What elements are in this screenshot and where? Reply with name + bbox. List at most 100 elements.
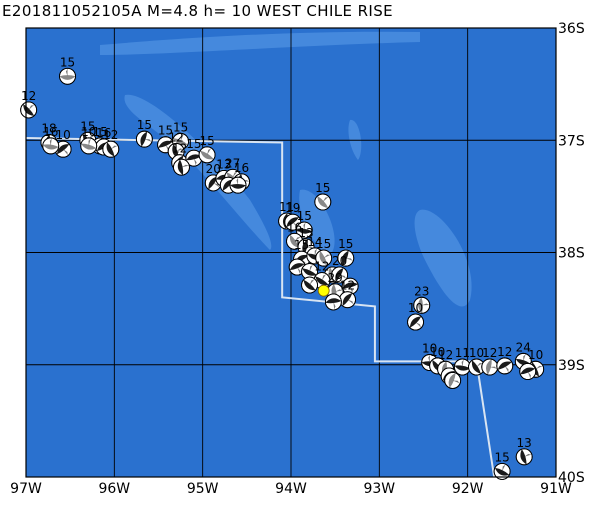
beachball-rim <box>519 363 537 380</box>
beachball-shading <box>65 68 68 77</box>
beachball-compressional-quadrant <box>296 228 313 234</box>
beachball-compressional-quadrant <box>520 449 527 465</box>
beachball-rim <box>295 221 313 239</box>
beachball-shading <box>144 139 152 142</box>
depth-label: 13 <box>298 226 313 240</box>
beachball-shading <box>527 371 531 379</box>
beachball-rim <box>173 158 190 176</box>
beachball-shading <box>350 286 353 294</box>
beachball-rim <box>42 137 60 155</box>
beachball-shading <box>213 182 220 188</box>
beachball-compressional-quadrant <box>56 144 70 155</box>
beachball-shading <box>415 322 422 328</box>
beachball-shading <box>339 274 347 279</box>
latitude-label: 39S <box>558 358 585 374</box>
beachball-compressional-quadrant <box>497 361 512 370</box>
focal-mechanism: 12 <box>102 128 120 158</box>
depth-label: 12 <box>482 346 497 360</box>
beachball-shading <box>523 353 526 362</box>
depth-label: 10 <box>55 128 70 142</box>
beachball-compressional-quadrant <box>289 234 300 248</box>
beachball-shading <box>309 264 313 272</box>
beachball-compressional-quadrant <box>42 144 59 150</box>
depth-label: 12 <box>314 260 329 274</box>
focal-mechanism: 16 <box>42 125 60 155</box>
beachball-shading <box>181 164 190 168</box>
beachball-shading <box>232 171 238 178</box>
beachball-rim <box>314 193 332 211</box>
depth-label: 15 <box>294 238 309 252</box>
shallow-ridge-3 <box>414 209 472 307</box>
beachball-compressional-quadrant <box>302 268 317 276</box>
depth-label: 15 <box>338 237 353 251</box>
beachball-shading <box>476 362 484 367</box>
beachball-compressional-quadrant <box>319 250 328 266</box>
beachball-compressional-quadrant <box>173 138 188 146</box>
focal-mechanism: 15 <box>198 134 216 164</box>
beachball-rim <box>229 176 247 194</box>
beachball-shading <box>236 177 239 186</box>
depth-label: 16 <box>234 161 249 175</box>
beachball-compressional-quadrant <box>341 250 349 266</box>
focal-mechanism <box>301 276 318 294</box>
beachball-shading <box>110 145 118 150</box>
beachball-compressional-quadrant <box>158 140 173 148</box>
beachball-compressional-quadrant <box>471 360 481 374</box>
beachball-shading <box>504 365 509 373</box>
beachball-rim <box>496 357 514 375</box>
depth-label: 29 <box>328 271 343 285</box>
beachball-compressional-quadrant <box>177 159 184 176</box>
beachball-shading <box>489 366 498 369</box>
beachball-compressional-quadrant <box>200 150 214 160</box>
depth-label: 27 <box>225 156 240 170</box>
latitude-label: 36S <box>558 21 585 37</box>
beachball-shading <box>88 138 91 146</box>
beachball-shading <box>428 354 430 363</box>
depth-label: 13 <box>517 436 532 450</box>
depth-label: 16 <box>43 125 58 139</box>
focal-mechanism <box>301 263 318 281</box>
beachball-compressional-quadrant <box>418 297 423 314</box>
beachball-compressional-quadrant <box>342 282 358 289</box>
beachball-shading <box>63 149 69 156</box>
focal-mechanism: 12 <box>496 345 514 375</box>
focal-mechanism: 15 <box>135 118 153 148</box>
focal-mechanism <box>519 363 537 380</box>
depth-label: 11 <box>279 200 294 214</box>
depth-label: 12 <box>172 142 187 156</box>
focal-mechanism <box>324 293 342 311</box>
beachball-rim <box>198 146 216 164</box>
depth-label: 15 <box>80 119 95 133</box>
beachball-shading <box>461 359 464 367</box>
beachball-shading <box>309 279 315 286</box>
depth-label: 15 <box>297 209 312 223</box>
focal-mechanism: 23 <box>413 284 431 314</box>
focal-mechanism: 13 <box>515 436 533 466</box>
depth-label: 20 <box>332 254 347 268</box>
beachball-rim <box>301 276 318 294</box>
focal-mechanism: 15 <box>337 237 355 267</box>
focal-mechanism: 15 <box>295 209 313 239</box>
focal-mechanism: 10 <box>468 346 485 376</box>
depth-label: 12 <box>169 130 184 144</box>
depth-label: 10 <box>422 342 437 356</box>
shallow-ridge-2 <box>124 94 272 250</box>
depth-label: 10 <box>528 348 543 362</box>
focal-mechanism <box>173 158 190 176</box>
depth-label: 20 <box>206 162 221 176</box>
depth-label: 11 <box>455 346 470 360</box>
focal-mechanism: 15 <box>315 237 333 267</box>
beachball-rim <box>515 448 533 466</box>
beachball-compressional-quadrant <box>325 298 342 304</box>
shallow-ridge-1 <box>100 31 420 55</box>
shallow-ridge-4 <box>299 189 335 255</box>
depth-label: 15 <box>316 237 331 251</box>
depth-label: 10 <box>81 125 96 139</box>
beachball-shading <box>321 273 327 281</box>
beachball-compressional-quadrant <box>448 373 456 388</box>
beachball-shading <box>294 236 302 242</box>
focal-mechanism: 20 <box>331 254 349 284</box>
beachball-shading <box>193 158 197 166</box>
focal-mechanism: 15 <box>493 450 511 480</box>
depth-label: 15 <box>199 134 214 148</box>
